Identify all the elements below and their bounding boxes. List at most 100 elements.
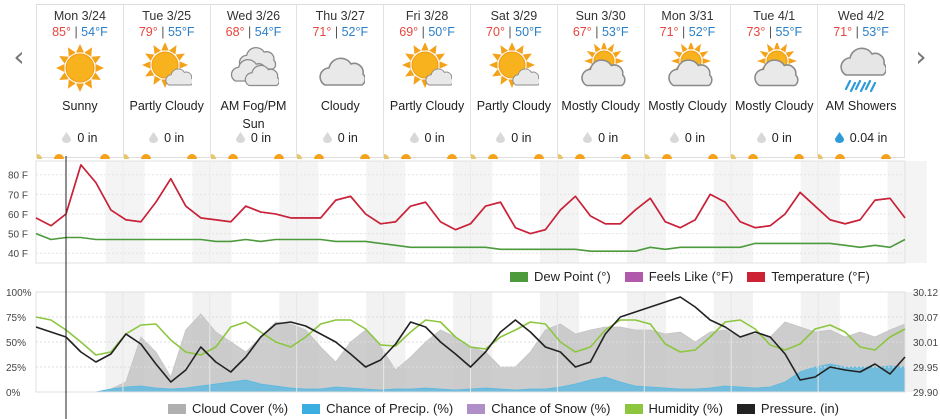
dew-point-line [35,232,906,252]
raindrop-icon [409,131,425,145]
low-temp: 54°F [254,25,282,39]
legend-swatch [168,403,186,414]
precip-amount: 0 in [731,131,817,145]
legend-item[interactable]: Chance of Precip. (%) [302,401,453,416]
legend-item[interactable]: Cloud Cover (%) [168,401,288,416]
high-temp: 85° [52,25,71,39]
pressure-tick-label: 30.12 [913,288,938,299]
sunrise-sunset-icon [731,154,805,159]
day-date: Thu 3/27 [315,9,365,23]
raindrop-icon [149,131,164,145]
night-band [192,161,232,263]
day-column[interactable]: Mon 3/31 71° | 52°F Mostly Cloudy 0 in [643,5,731,159]
day-temps: 85° | 54°F [52,25,108,39]
temperature-legend: Dew Point (°) Feels Like (°F) Temperature … [510,269,870,284]
cloudy-icon [315,43,367,93]
fog-icon [229,43,280,93]
low-temp: 53°F [862,25,889,39]
legend-item[interactable]: Chance of Snow (%) [467,401,611,416]
high-temp: 68° [225,25,245,39]
legend-swatch [747,271,766,282]
previous-arrow-icon[interactable]: ‹ [13,40,25,73]
daily-forecast-strip: Mon 3/24 85° | 54°F Sunny 0 in Tue 3/25 … [36,4,905,159]
legend-swatch [467,403,486,414]
day-temps: 71° | 53°F [833,25,889,39]
legend-item[interactable]: Dew Point (°) [510,269,611,284]
y-tick-label: 0% [6,388,21,399]
conditions-legend: Cloud Cover (%) Chance of Precip. (%) Chan… [168,401,839,416]
raindrop-icon [496,131,511,145]
low-temp: 50°F [428,25,455,39]
precip-amount: 0 in [645,131,731,145]
precip-amount: 0 in [384,131,470,145]
day-column[interactable]: Mon 3/24 85° | 54°F Sunny 0 in [36,5,123,159]
temperature-line [35,164,906,235]
day-temps: 71° | 52°F [312,25,369,39]
condition-label: Mostly Cloudy [561,99,640,113]
partly-cloudy-icon [488,42,541,93]
condition-label: Cloudy [320,99,360,113]
sunrise-sunset-icon [470,154,544,159]
high-temp: 79° [138,25,158,39]
low-temp: 53°F [601,25,629,39]
day-column[interactable]: Thu 3/27 71° | 52°F Cloudy 0 in [296,5,383,159]
y-tick-label: 50% [6,338,26,349]
next-arrow-icon[interactable]: › [915,40,927,73]
sunrise-sunset-icon [557,154,631,159]
pressure-tick-label: 30.01 [913,338,938,349]
condition-label: Sunny [62,99,98,113]
sunrise-sunset-icon [297,154,371,159]
day-temps: 69° | 50°F [399,25,455,39]
night-band [453,161,493,263]
pressure-tick-label: 30.07 [913,313,938,324]
day-date: Wed 3/26 [226,9,281,23]
sunny-icon [55,43,105,93]
low-temp: 55°F [775,25,803,39]
day-date: Fri 3/28 [405,9,449,23]
precip-amount: 0 in [211,131,297,145]
high-temp: 71° [659,25,679,39]
high-temp: 73° [746,25,766,39]
y-tick-label: 80 F [8,171,28,182]
legend-swatch [302,403,321,414]
day-column[interactable]: Wed 4/2 71° | 53°F AM Showers 0.04 in [817,5,905,159]
sunrise-sunset-icon [644,154,718,159]
night-band [366,161,406,263]
condition-label: AM Fog/PM Sun [220,99,287,131]
day-column[interactable]: Tue 4/1 73° | 55°F Mostly Cloudy 0 in [730,5,817,159]
legend-item[interactable]: Pressure. (in) [736,401,839,416]
legend-label: Cloud Cover (%) [192,401,289,416]
showers-icon [836,43,888,93]
legend-item[interactable]: Temperature (°F) [747,269,870,284]
day-date: Wed 4/2 [837,9,885,23]
day-column[interactable]: Wed 3/26 68° | 54°F AM Fog/PM Sun 0 in [209,5,297,159]
legend-label: Dew Point (°) [534,269,611,284]
day-column[interactable]: Sat 3/29 70° | 50°F Partly Cloudy 0 in [469,5,557,159]
y-tick-label: 70 F [8,190,28,201]
day-date: Tue 4/1 [753,9,796,23]
day-column[interactable]: Fri 3/28 69° | 50°F Partly Cloudy 0 in [383,5,470,159]
night-band [800,161,840,263]
legend-label: Humidity (%) [648,401,723,416]
condition-label: AM Showers [825,99,897,113]
legend-item[interactable]: Humidity (%) [624,401,723,416]
day-date: Sun 3/30 [575,9,626,23]
night-band [105,161,145,263]
condition-label: Partly Cloudy [476,99,552,113]
condition-label: Mostly Cloudy [648,99,727,113]
day-column[interactable]: Tue 3/25 79° | 55°F Partly Cloudy 0 in [122,5,210,159]
y-tick-label: 40 F [8,249,28,260]
precip-amount: 0 in [37,131,123,145]
pressure-tick-label: 29.90 [913,388,938,399]
raindrop-icon [322,131,338,145]
legend-label: Chance of Precip. (%) [326,401,454,416]
legend-item[interactable]: Feels Like (°F) [624,269,734,284]
legend-label: Feels Like (°F) [648,269,734,284]
mostly-cloudy-icon [749,41,799,93]
precip-amount: 0 in [471,131,557,145]
partly-cloudy-icon [141,42,194,93]
mostly-cloudy-icon [663,41,713,93]
precip-chance-area [36,363,906,393]
day-column[interactable]: Sun 3/30 67° | 53°F Mostly Cloudy 0 in [556,5,644,159]
raindrop-icon [834,131,850,145]
